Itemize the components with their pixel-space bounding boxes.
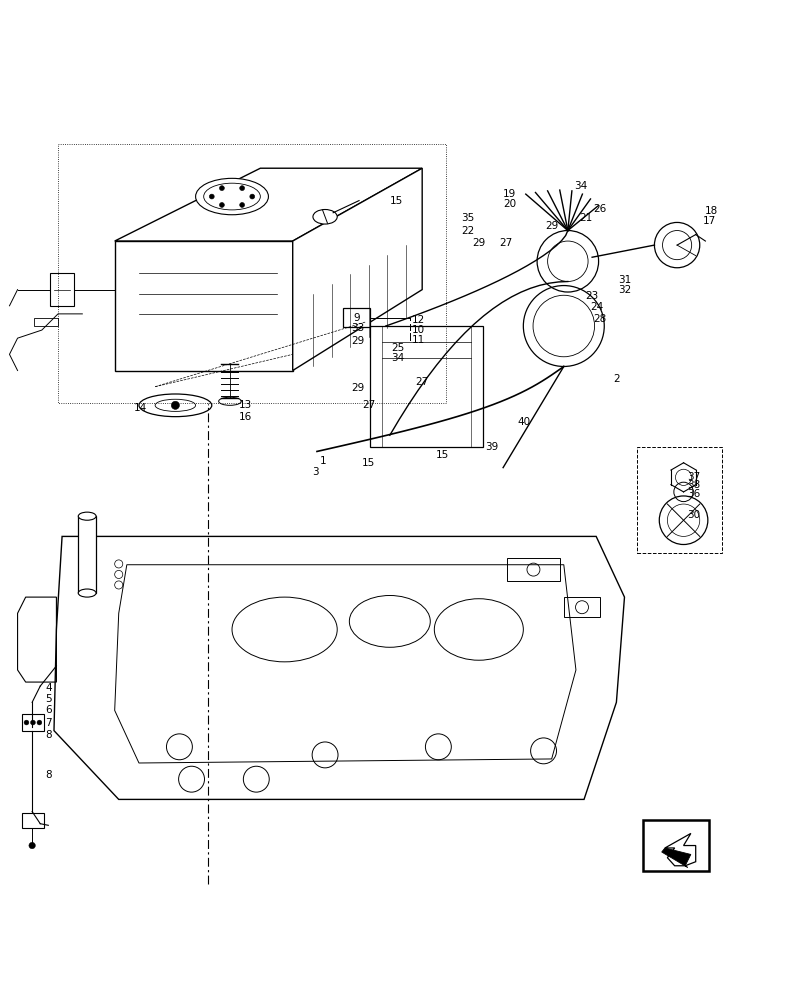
Bar [636,447,721,553]
Circle shape [29,842,36,849]
Text: 29: 29 [472,238,485,248]
Text: 3: 3 [311,467,318,477]
Text: 7: 7 [45,718,52,728]
Text: 34: 34 [391,353,404,363]
Circle shape [219,186,224,191]
Text: 9: 9 [353,313,359,323]
Text: 22: 22 [461,226,474,236]
Text: 32: 32 [617,285,630,295]
Text: 5: 5 [45,694,52,704]
Polygon shape [54,536,624,799]
Text: 35: 35 [461,213,474,223]
Bar [507,558,559,581]
Circle shape [209,194,214,199]
Polygon shape [114,241,292,371]
Text: 8: 8 [45,730,52,740]
Text: 18: 18 [705,206,718,216]
Text: 15: 15 [436,450,448,460]
Text: 12: 12 [411,315,424,325]
Text: 36: 36 [687,489,700,499]
Text: 27: 27 [499,238,513,248]
Text: 8: 8 [45,770,52,780]
Text: 15: 15 [361,458,374,468]
Polygon shape [292,168,422,371]
Text: 30: 30 [687,510,700,520]
Text: 38: 38 [687,480,700,490]
Text: 23: 23 [585,291,598,301]
Text: 33: 33 [350,323,363,333]
Polygon shape [661,848,690,867]
Text: 15: 15 [389,196,402,206]
Text: 29: 29 [544,221,558,231]
Text: 29: 29 [350,336,363,346]
Circle shape [654,222,699,268]
Text: 27: 27 [415,377,428,387]
Bar [342,308,370,327]
Text: 20: 20 [502,199,516,209]
Text: 27: 27 [362,400,375,410]
Circle shape [239,203,244,207]
Polygon shape [50,273,74,306]
Ellipse shape [218,397,241,405]
Text: 1: 1 [320,456,326,466]
Polygon shape [664,833,695,866]
Polygon shape [34,318,58,326]
Text: 21: 21 [578,213,591,223]
Text: 25: 25 [391,343,404,353]
Text: 11: 11 [411,335,424,345]
Text: 4: 4 [45,683,52,693]
Bar [78,516,96,593]
Circle shape [31,720,36,725]
Text: 6: 6 [45,705,52,715]
Circle shape [219,203,224,207]
Ellipse shape [139,394,212,417]
Bar [22,813,45,828]
Bar [642,820,709,871]
Text: 34: 34 [573,181,586,191]
Ellipse shape [195,178,268,215]
Text: 24: 24 [590,302,603,312]
Bar [22,714,45,731]
Text: 2: 2 [612,374,619,384]
Text: 37: 37 [687,472,700,482]
Ellipse shape [78,512,96,520]
Ellipse shape [312,209,337,224]
Text: 26: 26 [593,204,606,214]
Bar [563,597,599,617]
Text: 29: 29 [350,383,363,393]
Text: 14: 14 [134,403,147,413]
Circle shape [171,401,179,409]
Text: 10: 10 [411,325,424,335]
Text: 13: 13 [239,400,252,410]
Text: 39: 39 [484,442,498,452]
Text: 17: 17 [702,216,715,226]
Ellipse shape [78,589,96,597]
Circle shape [24,720,29,725]
Text: 19: 19 [502,189,516,199]
Circle shape [37,720,42,725]
Text: 28: 28 [593,314,606,324]
Text: 16: 16 [239,412,252,422]
Text: 31: 31 [617,275,630,285]
Circle shape [239,186,244,191]
Text: 40: 40 [517,417,530,427]
Circle shape [250,194,255,199]
Polygon shape [114,168,422,241]
